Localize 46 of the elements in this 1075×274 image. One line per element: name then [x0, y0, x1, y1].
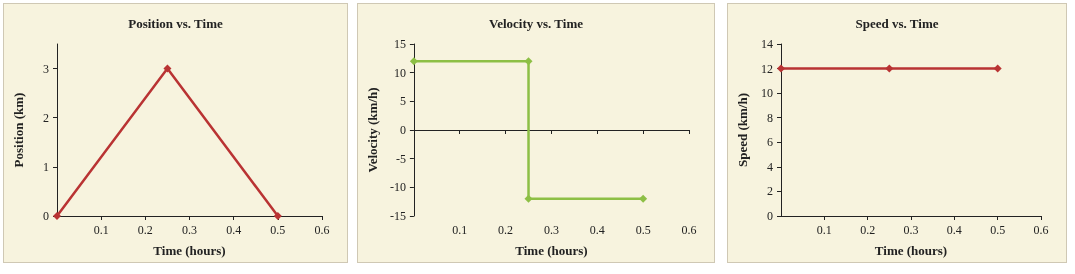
- chart-title: Velocity vs. Time: [488, 16, 584, 31]
- x-tick-label: 0.4: [589, 223, 605, 237]
- x-axis-title: Time (hours): [515, 243, 588, 258]
- y-tick-label: 10: [761, 86, 773, 101]
- x-axis-title: Time (hours): [153, 243, 226, 258]
- y-tick-label: 6: [767, 135, 773, 150]
- x-tick-label: 0.2: [860, 223, 876, 237]
- x-tick-label: 0.2: [498, 223, 514, 237]
- x-tick-label: 0.4: [226, 223, 242, 237]
- y-tick-label: 4: [767, 159, 773, 174]
- x-axis-title: Time (hours): [874, 243, 948, 258]
- y-tick-label: 8: [767, 110, 773, 125]
- x-tick-label: 0.6: [1033, 223, 1049, 237]
- y-tick-label: 10: [393, 65, 406, 80]
- y-tick-label: 12: [761, 61, 773, 76]
- y-tick-label: 0: [399, 123, 406, 137]
- x-tick-label: 0.1: [93, 223, 109, 237]
- y-axis-title: Velocity (km/h): [365, 87, 380, 173]
- y-tick-label: -15: [389, 209, 406, 223]
- x-tick-label: 0.1: [452, 223, 468, 237]
- y-tick-label: 14: [761, 37, 773, 51]
- y-tick-label: 0: [43, 209, 49, 223]
- y-tick-label: 2: [767, 184, 773, 199]
- y-tick-label: 5: [399, 94, 406, 109]
- x-tick-label: 0.3: [903, 223, 919, 237]
- x-tick-label: 0.2: [137, 223, 153, 237]
- y-tick-label: 1: [43, 159, 49, 174]
- y-tick-label: -5: [395, 151, 406, 166]
- x-tick-label: 0.1: [816, 223, 832, 237]
- x-tick-label: 0.3: [182, 223, 197, 237]
- y-tick-label: 3: [43, 61, 49, 76]
- y-tick-label: -10: [389, 180, 406, 195]
- x-tick-label: 0.6: [681, 223, 697, 237]
- x-tick-label: 0.5: [270, 223, 286, 237]
- y-axis-title: Position (km): [11, 92, 26, 168]
- x-tick-label: 0.5: [635, 223, 651, 237]
- x-tick-label: 0.4: [946, 223, 962, 237]
- y-axis-title: Speed (km/h): [735, 92, 750, 168]
- chart-title: Speed vs. Time: [855, 16, 939, 31]
- y-tick-label: 0: [767, 209, 773, 223]
- x-tick-label: 0.5: [990, 223, 1006, 237]
- chart-title: Position vs. Time: [128, 16, 223, 31]
- y-tick-label: 2: [43, 110, 49, 125]
- y-tick-label: 15: [393, 37, 406, 51]
- x-tick-label: 0.3: [543, 223, 559, 237]
- x-tick-label: 0.6: [314, 223, 330, 237]
